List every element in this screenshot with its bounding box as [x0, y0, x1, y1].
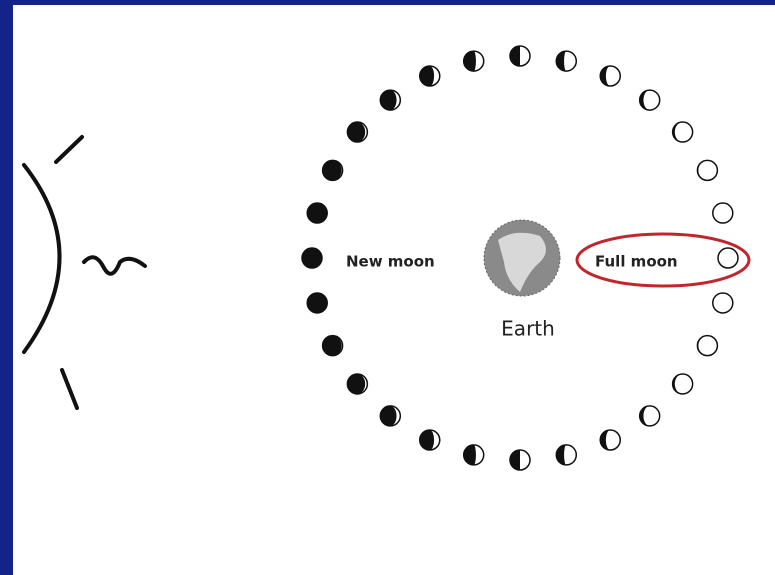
moon [718, 248, 738, 268]
background [0, 0, 775, 575]
full-moon-label: Full moon [595, 253, 678, 271]
moon [600, 66, 620, 86]
moon [697, 160, 717, 180]
moon [464, 445, 484, 465]
moon [640, 90, 660, 110]
moon [556, 51, 576, 71]
moon [510, 450, 530, 470]
moon [673, 374, 693, 394]
moon [713, 203, 733, 223]
top-border [0, 0, 775, 5]
earth [484, 220, 560, 296]
moon [307, 293, 327, 313]
moon [323, 160, 343, 180]
moon-shadow [302, 248, 322, 268]
new-moon-label: New moon [346, 253, 435, 271]
moon [380, 406, 400, 426]
page: New moon Full moon Earth (() => { const … [0, 0, 775, 575]
slide: New moon Full moon Earth [0, 0, 775, 575]
moon [697, 336, 717, 356]
moon [347, 374, 367, 394]
moon [600, 430, 620, 450]
moon [464, 51, 484, 71]
moon [380, 90, 400, 110]
moon [323, 336, 343, 356]
moon-disc [713, 203, 733, 223]
moon-shadow [307, 203, 327, 223]
moon [420, 430, 440, 450]
moon [420, 66, 440, 86]
moon-disc [713, 293, 733, 313]
left-border [0, 0, 13, 575]
moon [347, 122, 367, 142]
moon [713, 293, 733, 313]
moon-disc [718, 248, 738, 268]
moon [510, 46, 530, 66]
moon-shadow [307, 293, 327, 313]
earth-label: Earth [501, 317, 555, 341]
moon [302, 248, 322, 268]
moon [640, 406, 660, 426]
moon [673, 122, 693, 142]
moon [556, 445, 576, 465]
moon [307, 203, 327, 223]
